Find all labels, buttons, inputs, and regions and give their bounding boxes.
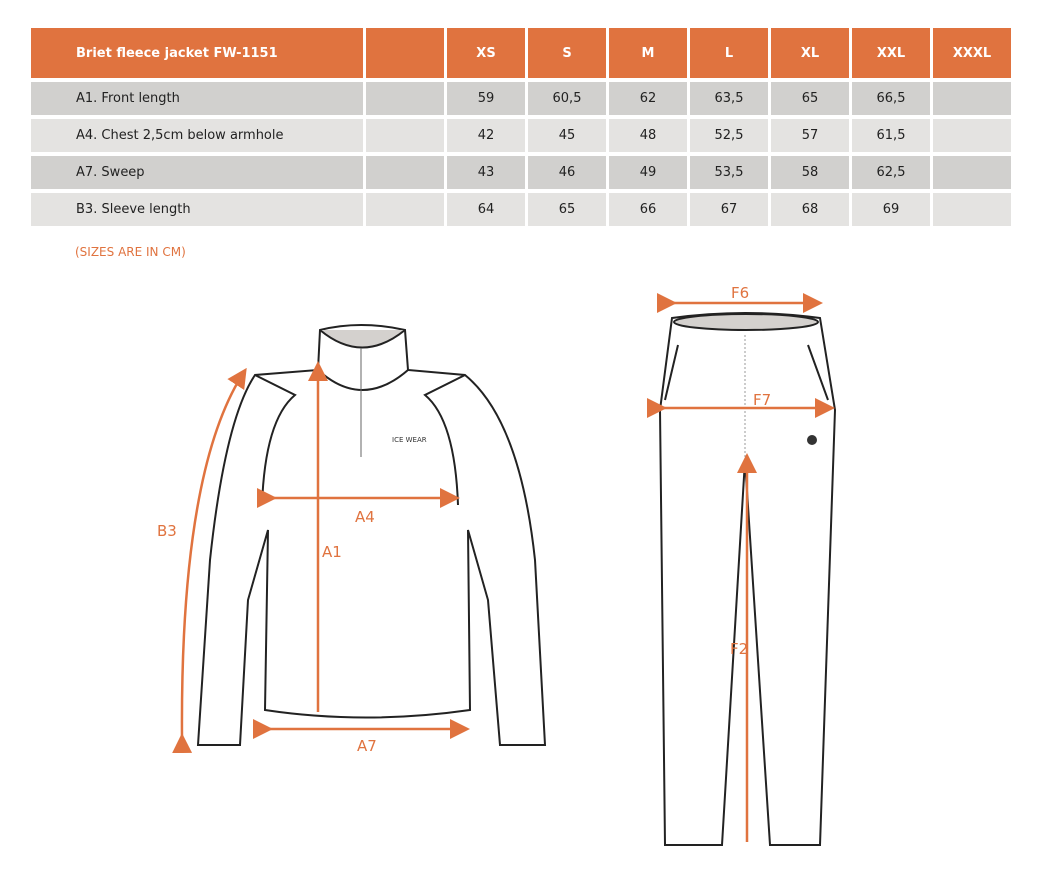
size-value: 61,5 [852, 119, 930, 152]
jacket-logo: ICE WEAR [392, 436, 427, 444]
size-value: 59 [447, 82, 525, 115]
size-value: 60,5 [528, 82, 606, 115]
size-value: 65 [771, 82, 849, 115]
blank-cell [366, 119, 444, 152]
pants-drawing [658, 312, 837, 846]
size-value: 63,5 [690, 82, 768, 115]
label-f7: F7 [753, 391, 771, 409]
size-value: 62,5 [852, 156, 930, 189]
size-header: XXL [852, 28, 930, 78]
blank-cell [366, 156, 444, 189]
size-header: L [690, 28, 768, 78]
size-value [933, 82, 1011, 115]
size-value [933, 119, 1011, 152]
size-header: XXXL [933, 28, 1011, 78]
size-value [933, 193, 1011, 226]
size-value: 65 [528, 193, 606, 226]
label-a7: A7 [357, 737, 377, 755]
size-value: 69 [852, 193, 930, 226]
label-b3: B3 [157, 522, 177, 540]
blank-header [366, 28, 444, 78]
measurement-label: A4. Chest 2,5cm below armhole [31, 119, 363, 152]
measurement-label: B3. Sleeve length [31, 193, 363, 226]
table-row: B3. Sleeve length 64 65 66 67 68 69 [31, 193, 1011, 226]
size-header: XL [771, 28, 849, 78]
table-row: A4. Chest 2,5cm below armhole 42 45 48 52,5 5… [31, 119, 1011, 152]
measurement-label: A7. Sweep [31, 156, 363, 189]
size-chart-table: Briet fleece jacket FW-1151 XS S M L XL … [28, 24, 1014, 230]
pants-logo-icon [807, 435, 817, 445]
size-value: 52,5 [690, 119, 768, 152]
size-value: 48 [609, 119, 687, 152]
size-value: 57 [771, 119, 849, 152]
label-f2: F2 [730, 640, 748, 658]
label-f6: F6 [731, 284, 749, 302]
size-value: 43 [447, 156, 525, 189]
units-note: (SIZES ARE IN CM) [75, 245, 186, 259]
jacket-drawing [196, 324, 547, 746]
table-row: A1. Front length 59 60,5 62 63,5 65 66,5 [31, 82, 1011, 115]
header-row: Briet fleece jacket FW-1151 XS S M L XL … [31, 28, 1011, 78]
size-header: S [528, 28, 606, 78]
size-value: 46 [528, 156, 606, 189]
size-value: 53,5 [690, 156, 768, 189]
size-value: 64 [447, 193, 525, 226]
label-a1: A1 [322, 543, 342, 561]
size-value: 66 [609, 193, 687, 226]
size-value: 45 [528, 119, 606, 152]
size-value: 49 [609, 156, 687, 189]
size-header: XS [447, 28, 525, 78]
size-header: M [609, 28, 687, 78]
blank-cell [366, 193, 444, 226]
size-value: 62 [609, 82, 687, 115]
size-value: 67 [690, 193, 768, 226]
label-a4: A4 [355, 508, 375, 526]
table-title: Briet fleece jacket FW-1151 [31, 28, 363, 78]
size-value: 68 [771, 193, 849, 226]
size-value: 66,5 [852, 82, 930, 115]
blank-cell [366, 82, 444, 115]
measurement-label: A1. Front length [31, 82, 363, 115]
size-value [933, 156, 1011, 189]
size-value: 58 [771, 156, 849, 189]
table-row: A7. Sweep 43 46 49 53,5 58 62,5 [31, 156, 1011, 189]
size-value: 42 [447, 119, 525, 152]
measure-arrows [172, 293, 835, 842]
